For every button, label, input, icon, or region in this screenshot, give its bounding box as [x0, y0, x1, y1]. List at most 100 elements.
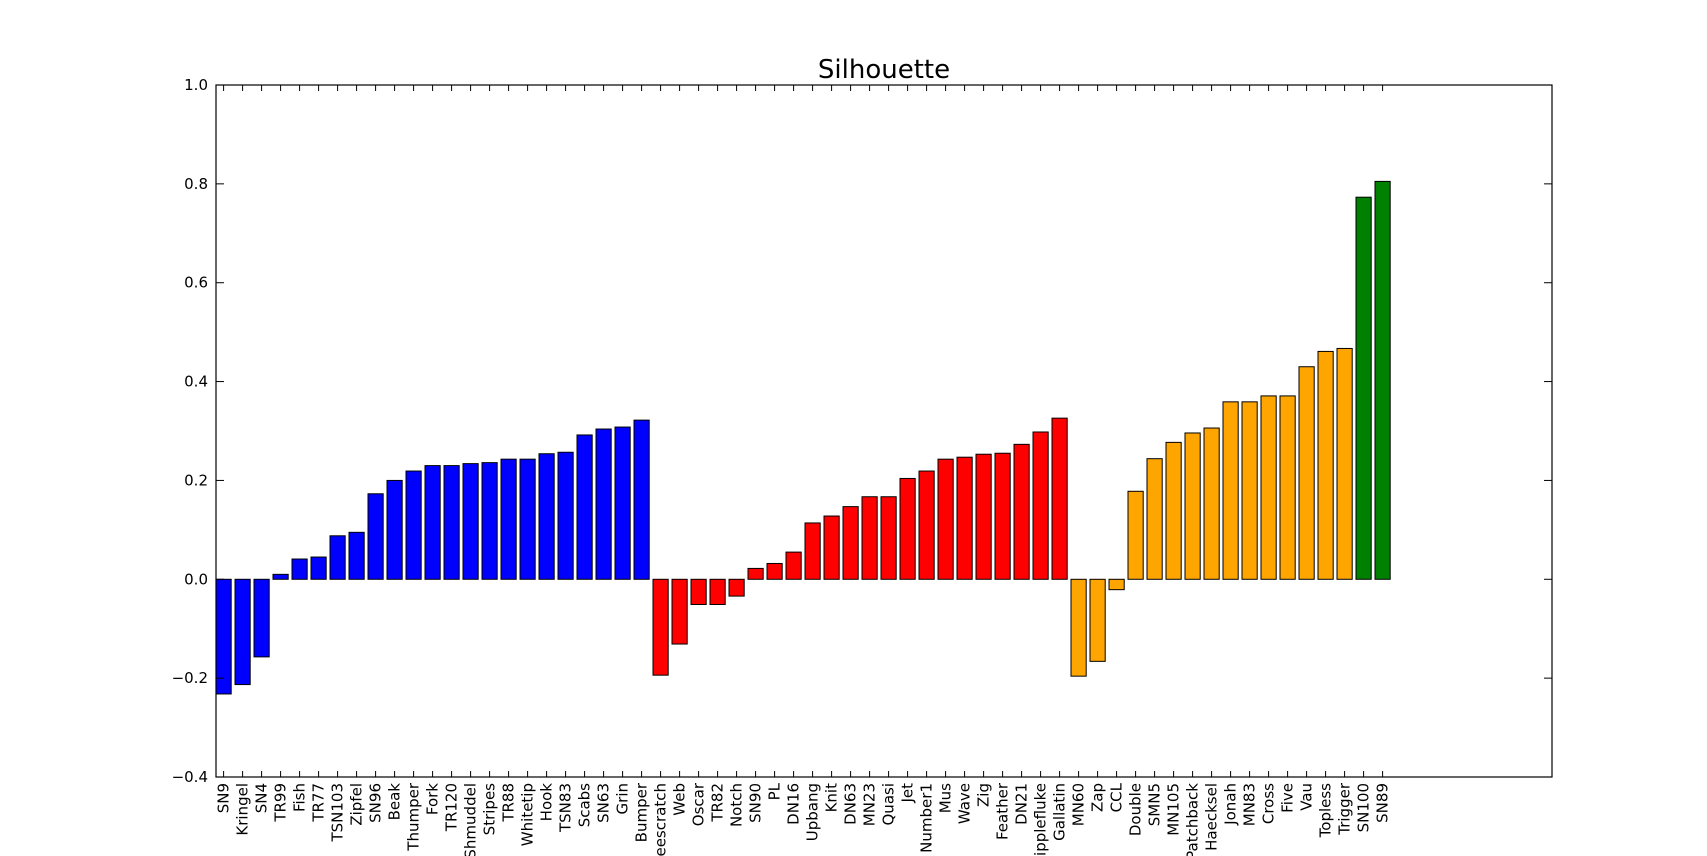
x-tick-label: SN100	[1355, 783, 1373, 832]
bar-zipfel	[348, 531, 365, 580]
x-tick-label: Kringel	[234, 783, 252, 836]
x-tick-label: Oscar	[690, 782, 708, 826]
bar-stripes	[481, 462, 498, 580]
x-axis-labels: SN9 Kringel SN4 TR99 Fish TR77 TSN103 Zipfel SN9…	[215, 782, 1392, 856]
x-tick-label: Zap	[1089, 783, 1107, 812]
x-tick-label: Whitetip	[519, 783, 537, 846]
y-tick-label: −0.4	[172, 768, 208, 786]
x-tick-label: Feather	[994, 782, 1012, 840]
bar-tr88	[500, 458, 517, 580]
x-tick-label: SN96	[367, 783, 385, 823]
bar-bumper	[633, 419, 650, 580]
x-tick-label: TSN103	[329, 783, 347, 843]
x-tick-label: Fork	[424, 783, 442, 815]
bar-upbang	[804, 522, 821, 580]
x-tick-label: Zig	[975, 783, 993, 807]
x-tick-label: Five	[1279, 783, 1297, 813]
x-tick-label: SN4	[253, 783, 271, 813]
x-tick-label: Shmuddel	[462, 783, 480, 856]
x-tick-label: Fish	[291, 783, 309, 812]
plot-frame	[215, 84, 1553, 778]
bar-sn63	[595, 428, 612, 580]
bar-dn16	[785, 551, 802, 580]
y-tick-label: 0.8	[184, 175, 208, 193]
bar-tsn83	[557, 451, 574, 580]
x-tick-label: Zipfel	[348, 783, 366, 826]
bar-hook	[538, 453, 555, 580]
bar-sn90	[747, 567, 764, 580]
bar-beescratch	[652, 578, 669, 676]
bar-five	[1279, 395, 1296, 580]
x-tick-label: CCL	[1108, 782, 1126, 812]
x-tick-label: Wave	[956, 783, 974, 824]
x-tick-label: Thumper	[405, 782, 423, 852]
x-tick-label: DN21	[1013, 783, 1031, 825]
x-tick-label: Knit	[823, 783, 841, 813]
x-tick-label: TR82	[709, 783, 727, 823]
bar-tr120	[443, 465, 460, 580]
x-tick-label: Ripplefluke	[1032, 783, 1050, 856]
x-tick-label: Cross	[1260, 783, 1278, 824]
bar-sn89	[1374, 180, 1391, 580]
y-tick-label: −0.2	[172, 669, 208, 687]
bar-double	[1127, 490, 1144, 580]
bar-whitetip	[519, 458, 536, 580]
bar-sn9	[215, 578, 232, 695]
bar-ripplefluke	[1032, 431, 1049, 580]
bar-sn96	[367, 493, 384, 580]
x-tick-label: Haecksel	[1203, 783, 1221, 851]
x-tick-label: MN60	[1070, 783, 1088, 826]
bar-feather	[994, 452, 1011, 580]
bar-mn105	[1165, 441, 1182, 580]
x-tick-label: TR88	[500, 783, 518, 823]
bar-fork	[424, 465, 441, 580]
x-tick-label: Notch	[728, 783, 746, 827]
x-tick-label: Hook	[538, 783, 556, 822]
x-tick-label: Trigger	[1336, 782, 1354, 836]
bar-tr82	[709, 578, 726, 605]
bar-trigger	[1336, 347, 1353, 580]
bar-oscar	[690, 578, 707, 605]
bar-scabs	[576, 434, 593, 580]
bar-tr77	[310, 556, 327, 580]
bar-mn83	[1241, 401, 1258, 580]
bar-gallatin	[1051, 417, 1068, 580]
bar-mus	[937, 458, 954, 580]
x-tick-label: Topless	[1317, 783, 1335, 839]
x-tick-label: Double	[1127, 783, 1145, 836]
bar-grin	[614, 426, 631, 580]
bar-shmuddel	[462, 463, 479, 580]
x-tick-label: MN83	[1241, 783, 1259, 826]
bar-cross	[1260, 395, 1277, 580]
bar-patchback	[1184, 432, 1201, 580]
bar-dn63	[842, 506, 859, 580]
x-tick-label: TR77	[310, 783, 328, 823]
y-tick-label: 0.0	[184, 570, 208, 588]
x-tick-label: TR120	[443, 783, 461, 832]
bar-notch	[728, 578, 745, 597]
x-tick-label: MN105	[1165, 783, 1183, 836]
x-tick-label: SN63	[595, 783, 613, 823]
y-tick-label: 1.0	[184, 76, 208, 94]
x-tick-label: Beak	[386, 783, 404, 821]
y-axis-ticks: −0.4 −0.2 0.0 0.2 0.4 0.6 0.8 1.0	[172, 76, 1552, 786]
bar-pl	[766, 562, 783, 580]
x-tick-label: Stripes	[481, 783, 499, 835]
x-tick-label: Quasi	[880, 783, 898, 826]
bar-knit	[823, 515, 840, 580]
bar-beak	[386, 479, 403, 580]
x-tick-label: Jonah	[1222, 783, 1240, 826]
bar-web	[671, 578, 688, 645]
bar-topless	[1317, 350, 1334, 580]
x-tick-label: SN9	[215, 783, 233, 813]
bar-tsn103	[329, 535, 346, 580]
x-tick-label: Patchback	[1184, 783, 1202, 856]
x-tick-label: PL	[766, 782, 784, 800]
bar-zap	[1089, 578, 1106, 662]
x-tick-label: TSN83	[557, 783, 575, 833]
y-tick-label: 0.2	[184, 471, 208, 489]
bar-sn100	[1355, 196, 1372, 580]
x-tick-label: DN63	[842, 783, 860, 825]
x-tick-label: Number1	[918, 783, 936, 853]
bars-group	[215, 180, 1391, 695]
